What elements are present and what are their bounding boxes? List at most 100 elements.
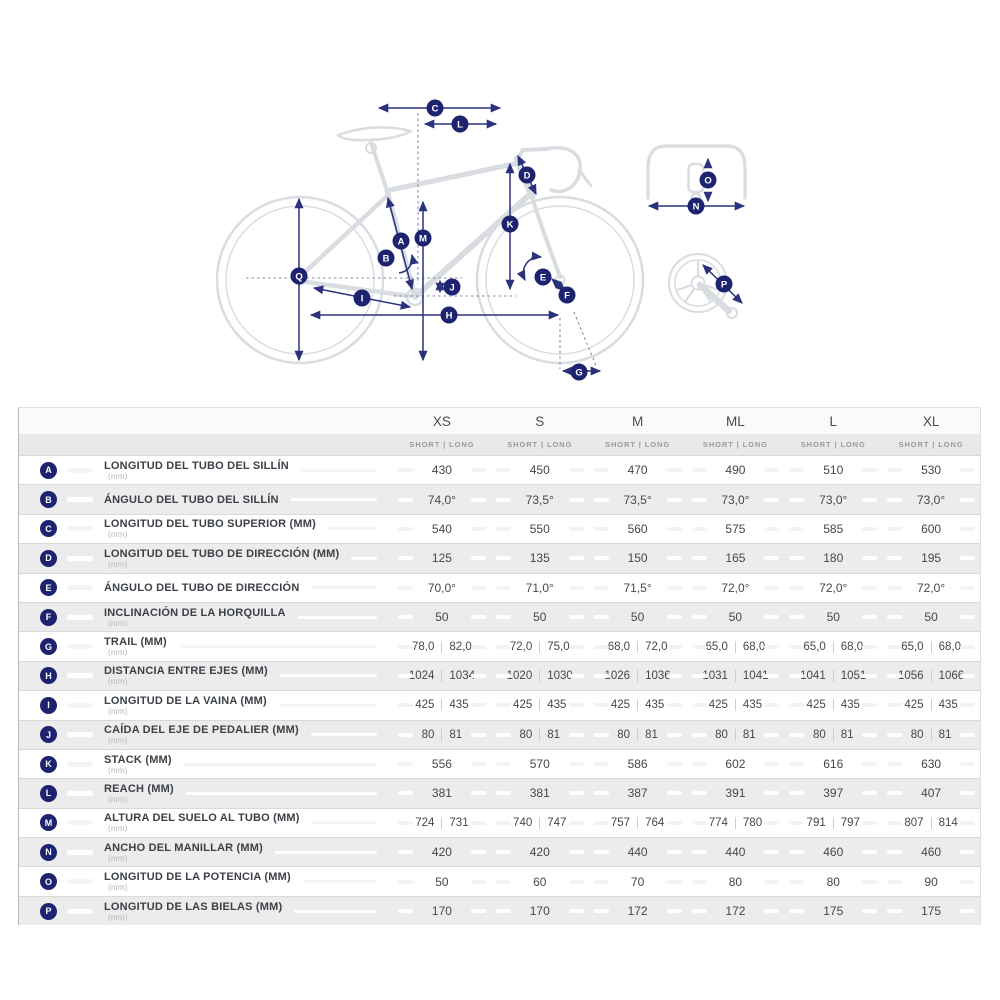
size-value-cell: 630 xyxy=(882,750,980,778)
size-value-cell: 575 xyxy=(687,515,785,543)
value-text: 81 xyxy=(547,728,561,741)
decorative-leader xyxy=(185,791,377,795)
size-value-cell: 72,0° xyxy=(882,574,980,602)
size-value-cell: 90 xyxy=(882,867,980,895)
row-label: LONGITUD DE LA VAINA (MM) (mm) xyxy=(104,694,267,716)
size-value-cell: 73,0° xyxy=(784,485,882,513)
table-row-e: E ÁNGULO DEL TUBO DE DIRECCIÓN 70,0° 71,0° 7… xyxy=(19,572,980,602)
value-text: 430 xyxy=(431,463,452,478)
size-value-cell: 570 xyxy=(491,750,589,778)
value-text: 195 xyxy=(921,551,942,566)
value-text: 731 xyxy=(449,816,469,829)
row-label-cell: D LONGITUD DEL TUBO DE DIRECCIÓN (MM) (mm) xyxy=(19,544,393,572)
value-text: 420 xyxy=(529,845,550,860)
value-text: 82,0 xyxy=(449,640,472,653)
size-value-cell: 80 xyxy=(784,867,882,895)
size-value-cell: 65,0 68,0 xyxy=(687,632,785,660)
seat-angle-arc xyxy=(398,253,419,274)
value-text: 791 xyxy=(806,816,826,829)
value-text: 71,0° xyxy=(525,580,554,595)
value-text: 73,5° xyxy=(623,492,652,507)
value-text: 740 xyxy=(513,816,533,829)
value-text: 172 xyxy=(627,904,648,919)
row-label: TRAIL (MM) (mm) xyxy=(104,636,167,658)
value-text: 73,5° xyxy=(525,492,554,507)
value-separator xyxy=(539,699,541,712)
size-value-cell: 440 xyxy=(687,838,785,866)
row-letter-badge: O xyxy=(40,873,57,891)
size-value-cell: 1020 1030 xyxy=(491,662,589,690)
svg-text:Q: Q xyxy=(295,272,302,283)
badge-F: F xyxy=(558,286,576,304)
size-value-cell: 470 xyxy=(589,456,687,484)
table-row-m: M ALTURA DEL SUELO AL TUBO (MM) (mm) 724 731… xyxy=(19,807,980,838)
value-separator xyxy=(637,699,639,712)
value-text: 450 xyxy=(529,463,550,478)
value-text: 70 xyxy=(630,874,645,889)
size-value-cell: 425 435 xyxy=(491,691,589,719)
row-letter-badge: H xyxy=(40,667,57,685)
value-text: 540 xyxy=(431,521,452,536)
row-label: ALTURA DEL SUELO AL TUBO (MM) (mm) xyxy=(104,812,300,834)
value-text: 1051 xyxy=(840,669,867,682)
value-text: 73,0° xyxy=(917,492,946,507)
size-value-cell: 791 797 xyxy=(784,809,882,837)
decorative-dash xyxy=(67,790,93,796)
size-value-cell: 70 xyxy=(589,867,687,895)
badge-H: H xyxy=(440,306,458,324)
value-text: 1041 xyxy=(742,669,769,682)
value-separator xyxy=(930,640,932,653)
table-row-c: C LONGITUD DEL TUBO SUPERIOR (MM) (mm) 540 5… xyxy=(19,513,980,544)
value-separator xyxy=(930,669,932,682)
decorative-dash xyxy=(67,467,93,473)
value-text: 435 xyxy=(938,699,958,712)
value-text: 81 xyxy=(645,728,658,741)
size-value-cell: 807 814 xyxy=(882,809,980,837)
value-text: 72,0° xyxy=(721,580,750,595)
table-row-d: D LONGITUD DEL TUBO DE DIRECCIÓN (MM) (mm)… xyxy=(19,543,980,573)
size-value-cell: 740 747 xyxy=(491,809,589,837)
value-separator xyxy=(539,728,541,741)
size-value-cell: 60 xyxy=(491,867,589,895)
size-value-cell: 80 81 xyxy=(882,721,980,749)
value-text: 1066 xyxy=(938,669,965,682)
row-label-cell: O LONGITUD DE LA POTENCIA (MM) (mm) xyxy=(19,867,393,895)
value-text: 757 xyxy=(610,816,631,829)
row-label-cell: M ALTURA DEL SUELO AL TUBO (MM) (mm) xyxy=(19,809,393,837)
value-text: 68,0 xyxy=(938,640,961,653)
value-text: 425 xyxy=(708,699,728,712)
value-text: 814 xyxy=(938,816,958,829)
value-text: 510 xyxy=(823,463,844,478)
size-value-cell: 586 xyxy=(589,750,687,778)
value-text: 1036 xyxy=(645,669,671,682)
value-separator xyxy=(734,640,736,653)
value-text: 65,0 xyxy=(901,640,924,653)
size-value-cell: 172 xyxy=(589,897,687,925)
column-subheader-l: SHORT | LONG xyxy=(800,440,866,449)
row-letter-badge: C xyxy=(40,520,57,538)
value-separator xyxy=(734,699,736,712)
steering-axis-guide xyxy=(573,311,598,369)
row-letter-badge: D xyxy=(40,549,57,567)
size-value-cell: 165 xyxy=(687,544,785,572)
value-text: 470 xyxy=(627,463,648,478)
value-text: 170 xyxy=(431,904,452,919)
column-subheader-m: SHORT | LONG xyxy=(605,440,671,449)
value-text: 135 xyxy=(529,551,550,566)
value-text: 80 xyxy=(812,728,826,741)
value-text: 600 xyxy=(921,521,942,536)
badge-E: E xyxy=(534,268,552,286)
value-text: 616 xyxy=(823,757,844,772)
badge-C: C xyxy=(426,99,444,117)
decorative-leader xyxy=(310,733,377,737)
size-value-cell: 70,0° xyxy=(393,574,491,602)
value-text: 780 xyxy=(742,816,763,829)
size-value-cell: 1041 1051 xyxy=(784,662,882,690)
value-separator xyxy=(441,728,443,741)
row-label-cell: J CAÍDA DEL EJE DE PEDALIER (MM) (mm) xyxy=(19,721,393,749)
size-value-cell: 50 xyxy=(393,603,491,631)
value-text: 570 xyxy=(529,757,550,772)
badge-Q: Q xyxy=(290,267,308,285)
value-text: 460 xyxy=(921,845,942,860)
size-value-cell: 1026 1036 xyxy=(589,662,687,690)
